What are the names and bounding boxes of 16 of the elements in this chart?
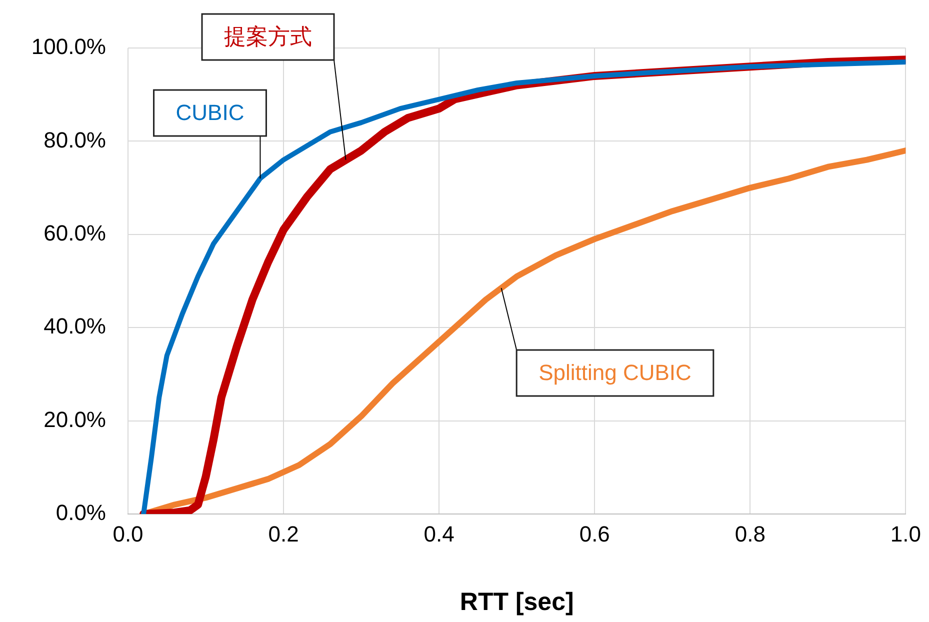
x-tick-label: 0.2 — [268, 521, 299, 546]
y-tick-label: 20.0% — [44, 406, 106, 432]
x-tick-label: 0.0 — [112, 521, 144, 546]
text: CUBIC — [176, 100, 244, 126]
text: Splitting CUBIC — [538, 360, 692, 386]
y-tick-label: 40.0% — [44, 314, 106, 339]
x-tick-label: 0.4 — [424, 521, 454, 546]
text: 提案方式 — [224, 24, 312, 50]
y-tick-label: 0.0% — [56, 500, 106, 526]
x-tick-label: 1.0 — [890, 521, 922, 546]
x-tick-label: 0.8 — [734, 521, 766, 546]
x-axis-title: RTT [sec] — [460, 588, 574, 616]
y-tick-label: 80.0% — [44, 127, 106, 152]
x-tick-label: 0.6 — [579, 521, 610, 546]
y-tick-label: 100.0% — [31, 34, 106, 60]
y-tick-label: 60.0% — [44, 220, 106, 246]
